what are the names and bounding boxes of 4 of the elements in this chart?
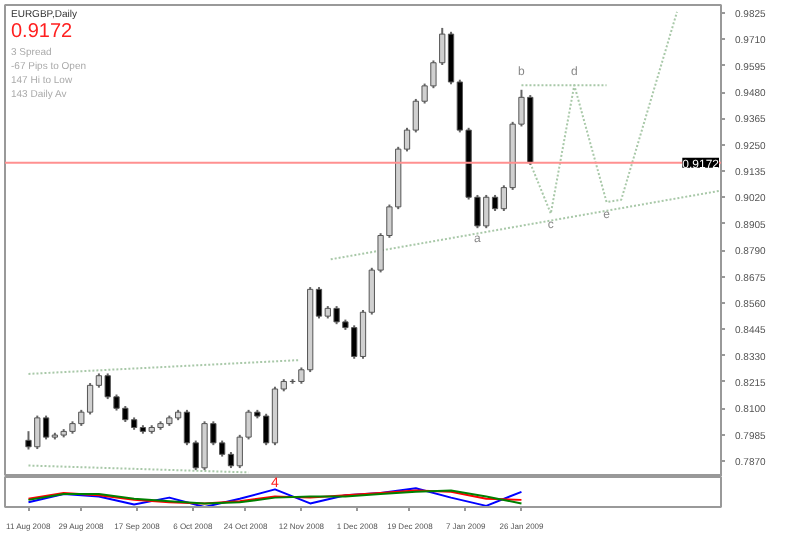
annotation: 0.9172: [11, 21, 74, 43]
candlestick: [86, 382, 94, 416]
candlestick: [42, 414, 50, 441]
line-series: [529, 10, 678, 215]
